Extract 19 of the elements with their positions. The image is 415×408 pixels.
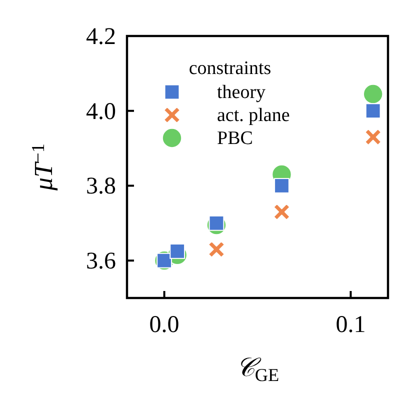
y-tick-label: 3.6	[86, 248, 116, 275]
x-tick-label: 0.1	[336, 312, 366, 338]
x-axis-title: 𝒞$_{GE}$	[236, 353, 280, 384]
point	[362, 84, 384, 104]
point	[365, 103, 381, 119]
y-tick-label: 3.8	[86, 174, 116, 200]
y-tick-label: 4.0	[86, 98, 116, 125]
point	[170, 244, 186, 259]
x-tick-label: 0.0	[149, 312, 180, 338]
legend-label: PBC	[217, 128, 253, 149]
point	[364, 128, 382, 146]
point	[208, 240, 225, 258]
legend-label: act. plane	[217, 105, 290, 126]
legend-title: constraints	[188, 58, 272, 79]
point	[274, 178, 290, 194]
legend-label: theory	[217, 82, 266, 103]
point	[208, 215, 224, 231]
point	[273, 203, 290, 220]
y-tick-label: 4.2	[86, 24, 116, 50]
